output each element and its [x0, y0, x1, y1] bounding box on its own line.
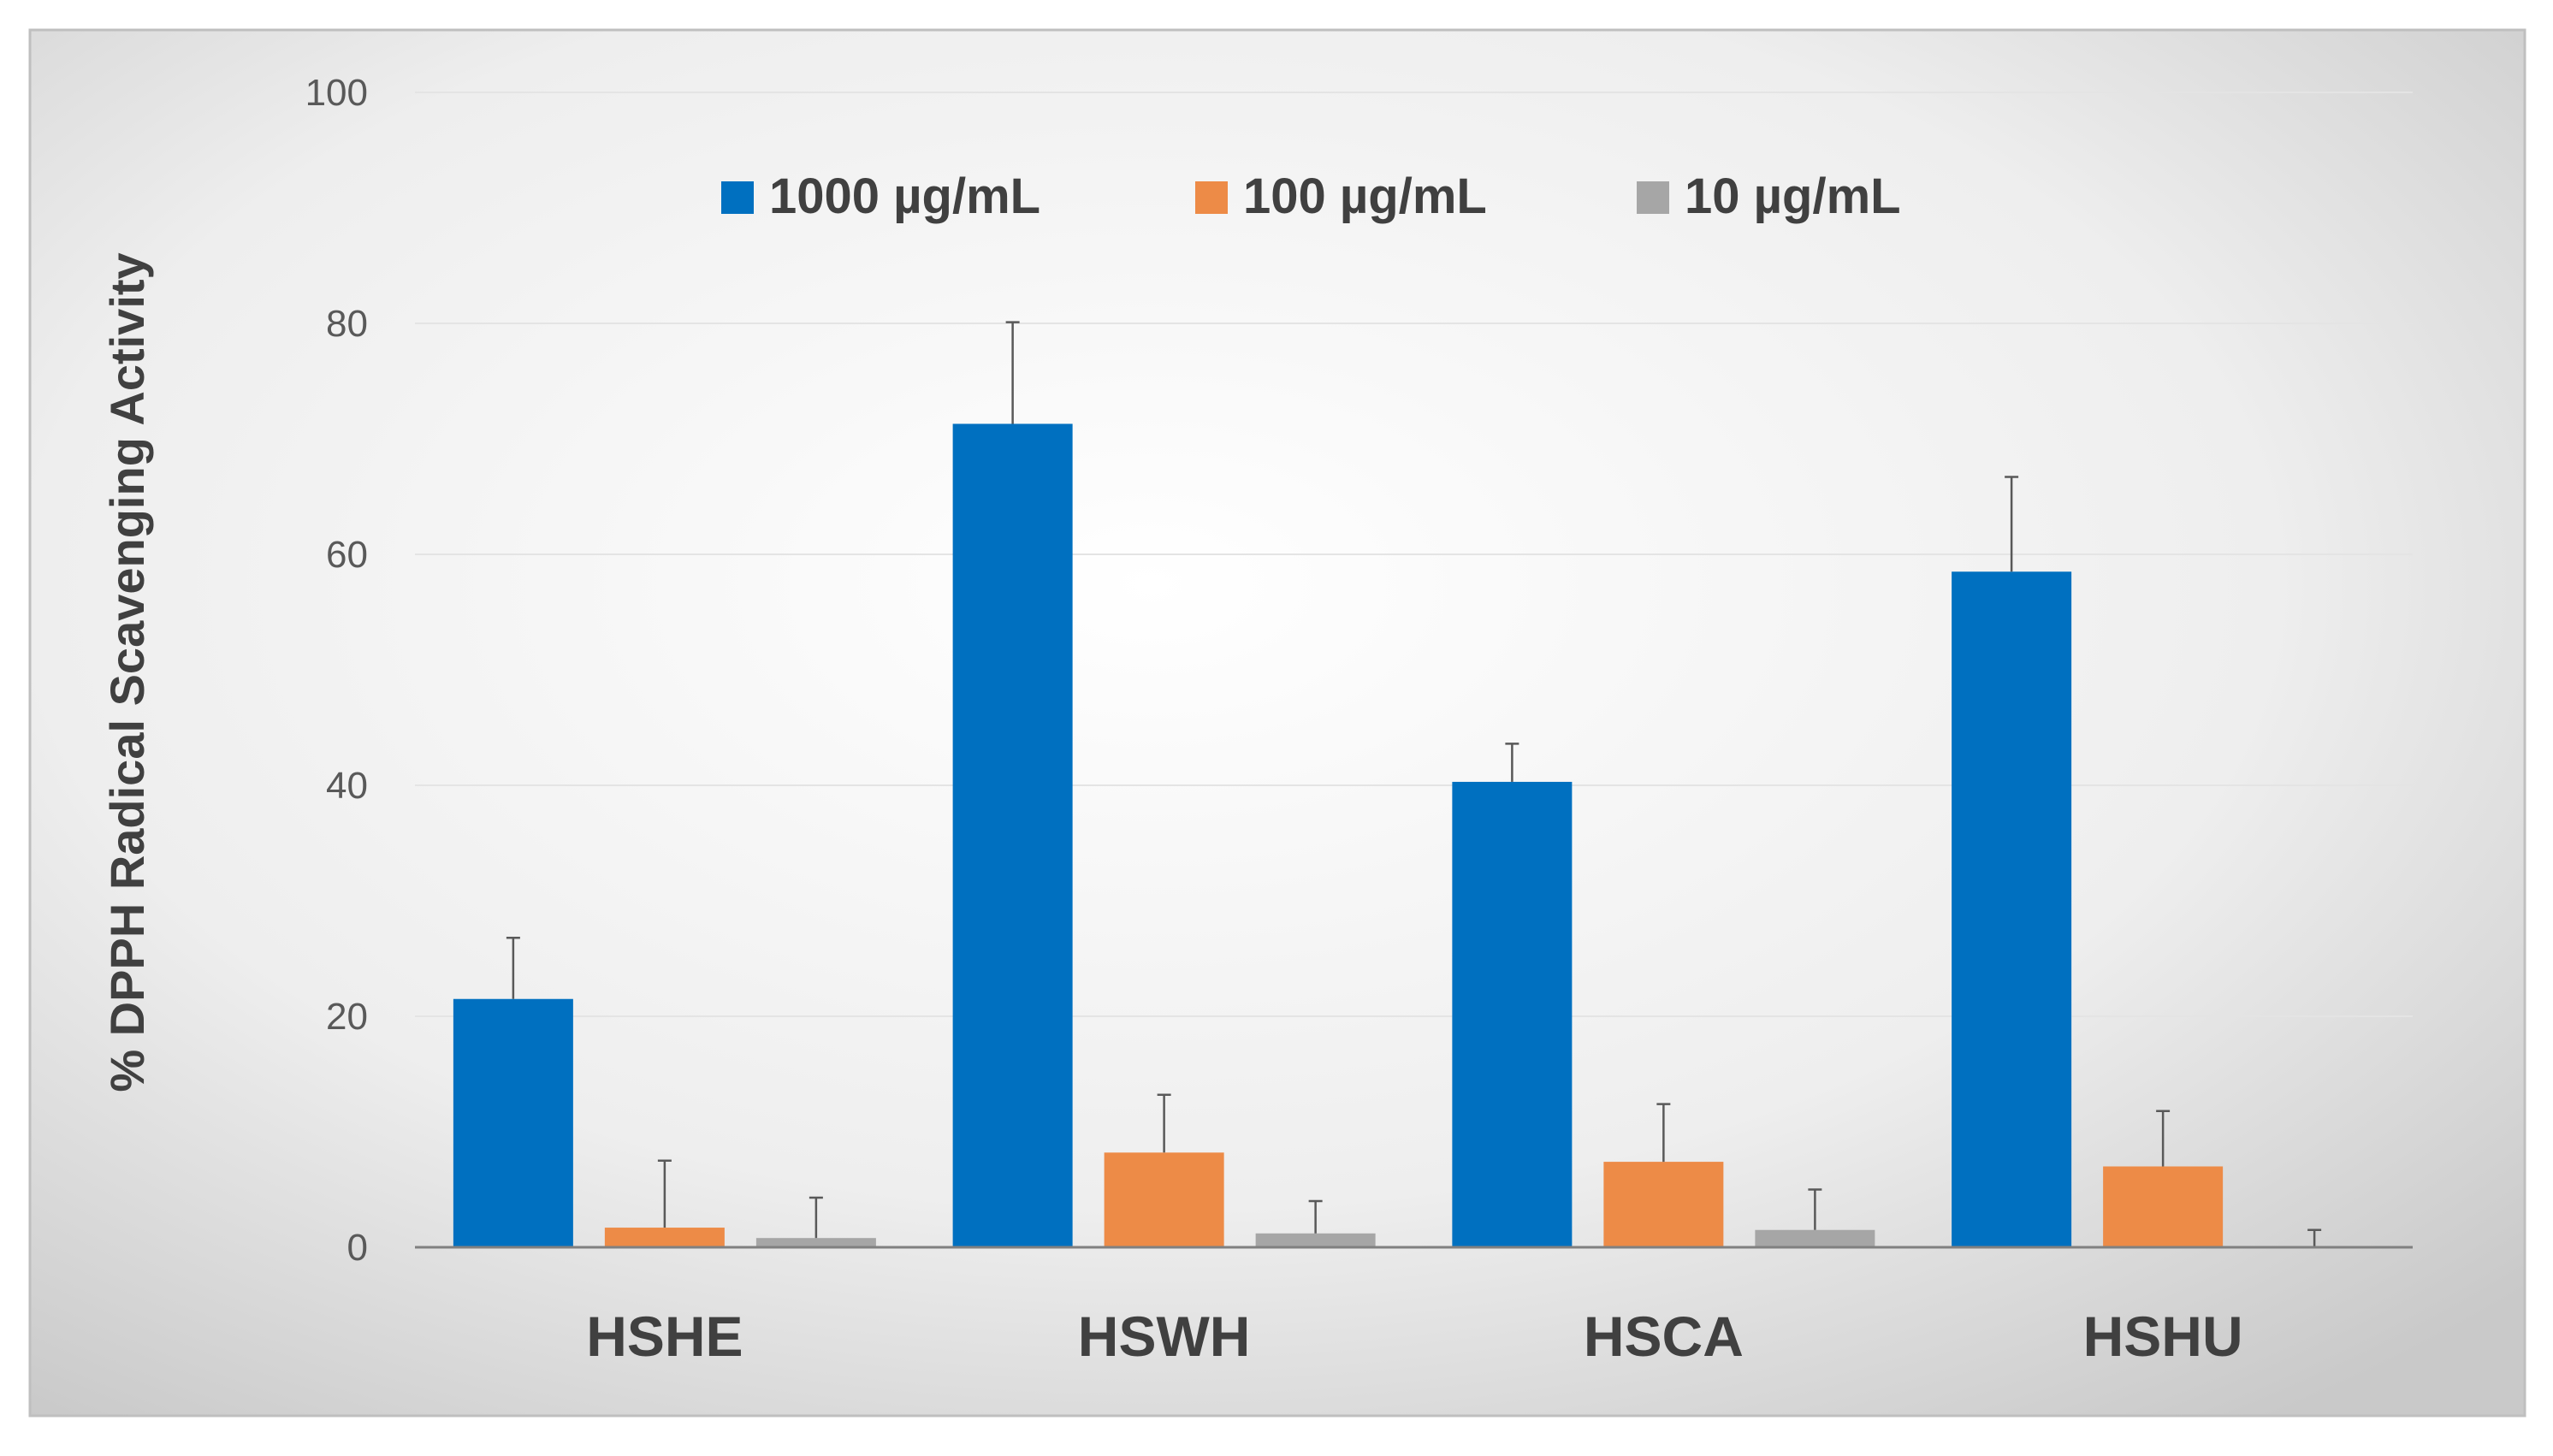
y-tick-label: 20 [326, 996, 368, 1038]
gridlines [415, 92, 2413, 1017]
y-axis-ticks: 0 20 40 60 80 100 [305, 72, 368, 1269]
bar [755, 1238, 876, 1247]
y-tick-label: 60 [326, 534, 368, 576]
error-bars [506, 321, 2322, 1246]
x-category-label: HSHE [586, 1305, 743, 1368]
x-category-label: HSWH [1078, 1305, 1251, 1368]
bar [604, 1228, 725, 1247]
legend-label: 1000 µg/mL [769, 169, 1040, 224]
y-tick-label: 100 [305, 72, 368, 114]
bar [1952, 571, 2072, 1247]
legend-label: 10 µg/mL [1685, 169, 1901, 224]
x-axis-categories: HSHE HSWH HSCA HSHU [586, 1305, 2242, 1368]
bar [1104, 1152, 1224, 1247]
x-category-label: HSCA [1584, 1305, 1744, 1368]
legend-swatch [721, 181, 754, 214]
legend-label: 100 µg/mL [1243, 169, 1487, 224]
y-tick-label: 80 [326, 303, 368, 345]
y-tick-label: 40 [326, 765, 368, 807]
y-axis-title: % DPPH Radical Scavenging Activity [100, 252, 154, 1092]
bars [453, 423, 2375, 1247]
bar [1255, 1233, 1376, 1247]
y-tick-label: 0 [347, 1227, 368, 1269]
bar [1452, 781, 1573, 1247]
bar [2103, 1166, 2224, 1247]
legend: 1000 µg/mL 100 µg/mL 10 µg/mL [721, 169, 1901, 224]
bar [453, 998, 573, 1247]
x-category-label: HSHU [2083, 1305, 2243, 1368]
bar [1755, 1229, 1875, 1247]
legend-swatch [1637, 181, 1669, 214]
bar [1603, 1162, 1724, 1247]
bar [952, 423, 1073, 1247]
legend-swatch [1195, 181, 1228, 214]
